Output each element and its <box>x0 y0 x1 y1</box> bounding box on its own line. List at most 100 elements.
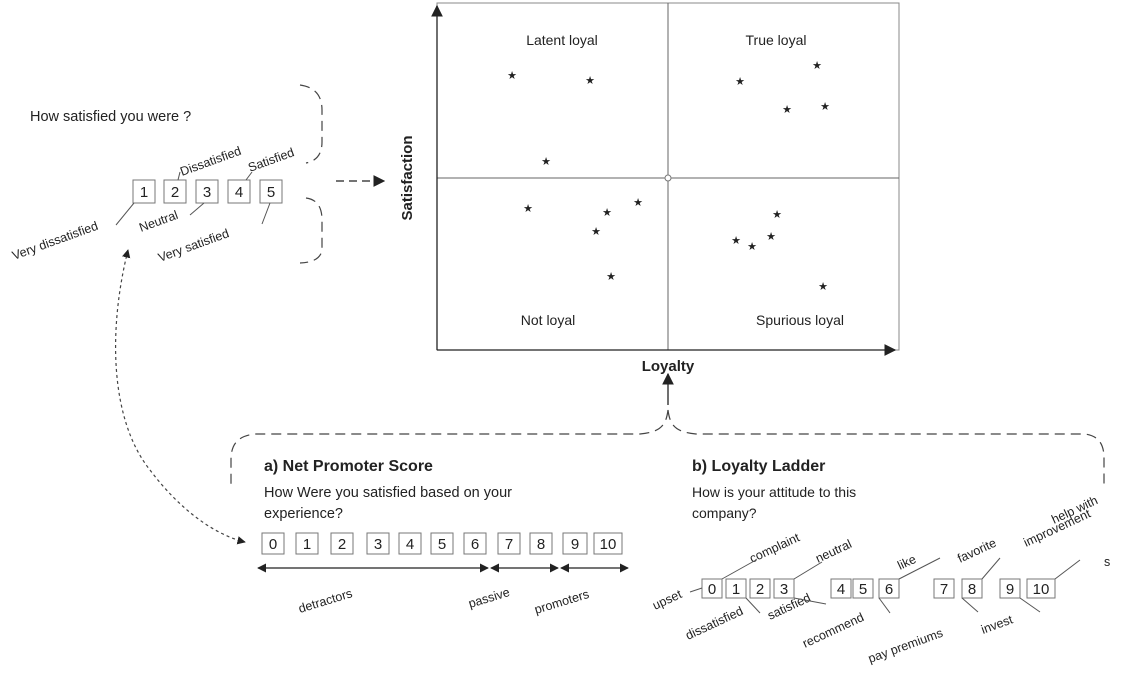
star-marker: ★ <box>772 209 782 221</box>
ladder-number-6: 6 <box>885 581 893 598</box>
ladder-number-boxes: 0 1 2 3 4 5 6 7 8 9 10 <box>701 578 1056 599</box>
leader-upset <box>689 587 703 593</box>
leader-dissatisfied <box>745 597 761 614</box>
nps-box-0 <box>261 532 285 555</box>
ladder-box-3 <box>773 578 795 599</box>
label-very-satisfied: Very satisfied <box>156 226 231 265</box>
nps-passive-label: passive <box>467 585 512 611</box>
scale-number-4: 4 <box>235 184 243 201</box>
star-marker: ★ <box>735 76 745 88</box>
upper-brace <box>299 84 323 164</box>
leader-favorite <box>981 557 1001 580</box>
nps-number-7: 7 <box>505 536 513 553</box>
scale-to-nps-connector <box>115 249 246 545</box>
ladder-number-7: 7 <box>940 581 948 598</box>
ladder-number-9: 9 <box>1006 581 1014 598</box>
nps-number-0: 0 <box>269 536 277 553</box>
ladder-label-invest: invest <box>979 612 1015 637</box>
nps-question-line2: experience? <box>264 506 343 522</box>
leader-satisfied <box>245 171 253 181</box>
ladder-label-upset: upset <box>650 587 684 613</box>
star-marker: ★ <box>731 235 741 247</box>
scale-box-2 <box>163 179 187 204</box>
quadrant-true-loyal: True loyal <box>746 32 807 48</box>
ladder-number-4: 4 <box>837 581 845 598</box>
nps-promoters-label: promoters <box>533 587 591 617</box>
ladder-box-4 <box>830 578 852 599</box>
quadrant-spurious-loyal: Spurious loyal <box>756 312 844 328</box>
label-very-dissatisfied: Very dissatisfied <box>10 219 100 263</box>
nps-number-10: 10 <box>600 536 617 553</box>
nps-number-5: 5 <box>438 536 446 553</box>
nps-box-9 <box>562 532 588 555</box>
star-marker: ★ <box>523 203 533 215</box>
loyalty-satisfaction-matrix: Satisfaction Loyalty Latent loyal True l… <box>399 2 900 375</box>
leader-satisfied <box>793 597 827 605</box>
nps-question-line1: How Were you satisfied based on your <box>264 485 512 501</box>
ladder-box-8 <box>961 578 983 599</box>
star-marker: ★ <box>541 156 551 168</box>
nps-box-2 <box>330 532 354 555</box>
nps-number-1: 1 <box>303 536 311 553</box>
nps-box-4 <box>398 532 422 555</box>
ladder-number-10: 10 <box>1033 581 1050 598</box>
ladder-number-1: 1 <box>732 581 740 598</box>
satisfaction-scale: How satisfied you were ? 1 2 3 4 5 Very … <box>10 84 386 265</box>
label-satisfied: Satisfied <box>246 145 296 175</box>
star-marker: ★ <box>818 281 828 293</box>
leader-pay-premiums <box>961 597 979 613</box>
brace-left <box>230 409 669 488</box>
leader-dissatisfied <box>177 171 181 181</box>
ladder-number-5: 5 <box>859 581 867 598</box>
matrix-center <box>664 174 672 182</box>
ladder-number-3: 3 <box>780 581 788 598</box>
star-marker: ★ <box>747 241 757 253</box>
ladder-box-7 <box>933 578 955 599</box>
leader-very-dissatisfied <box>115 202 135 226</box>
ladder-number-2: 2 <box>756 581 764 598</box>
ladder-box-10 <box>1026 578 1056 599</box>
star-marker: ★ <box>602 207 612 219</box>
label-dissatisfied: Dissatisfied <box>178 144 243 179</box>
quadrant-not-loyal: Not loyal <box>521 312 575 328</box>
scale-number-1: 1 <box>140 184 148 201</box>
satisfaction-number-boxes: 1 2 3 4 5 <box>132 179 283 204</box>
ladder-label-neutral: neutral <box>813 537 854 566</box>
ladder-label-improvement-s: s <box>1104 555 1110 569</box>
quadrant-latent-loyal: Latent loyal <box>526 32 598 48</box>
label-neutral: Neutral <box>137 208 180 235</box>
scale-number-2: 2 <box>171 184 179 201</box>
star-marker: ★ <box>812 60 822 72</box>
star-marker: ★ <box>591 226 601 238</box>
ladder-label-favorite: favorite <box>955 536 998 566</box>
nps-number-4: 4 <box>406 536 414 553</box>
nps-number-6: 6 <box>471 536 479 553</box>
nps-box-5 <box>430 532 454 555</box>
star-marker: ★ <box>507 70 517 82</box>
y-axis-label: Satisfaction <box>399 135 416 220</box>
leader-invest <box>1019 597 1041 613</box>
ladder-box-6 <box>878 578 900 599</box>
leader-like <box>898 557 941 580</box>
star-marker: ★ <box>820 101 830 113</box>
ladder-label-dissatisfied: dissatisfied <box>683 604 745 643</box>
ladder-number-8: 8 <box>968 581 976 598</box>
scale-box-1 <box>132 179 156 204</box>
leader-complaint <box>721 559 757 580</box>
nps-number-3: 3 <box>374 536 382 553</box>
scale-number-3: 3 <box>203 184 211 201</box>
nps-box-6 <box>463 532 487 555</box>
leader-neutral <box>793 561 823 580</box>
nps-box-3 <box>366 532 390 555</box>
nps-number-boxes: 0 1 2 3 4 5 6 7 8 9 10 <box>261 532 623 555</box>
nps-title: a) Net Promoter Score <box>264 458 433 475</box>
star-marker: ★ <box>633 197 643 209</box>
leader-help-with <box>1054 559 1081 580</box>
scale-number-5: 5 <box>267 184 275 201</box>
leader-recommend <box>878 597 891 614</box>
nps-number-2: 2 <box>338 536 346 553</box>
nps-box-1 <box>295 532 319 555</box>
star-marker: ★ <box>782 104 792 116</box>
satisfaction-question: How satisfied you were ? <box>30 109 191 125</box>
